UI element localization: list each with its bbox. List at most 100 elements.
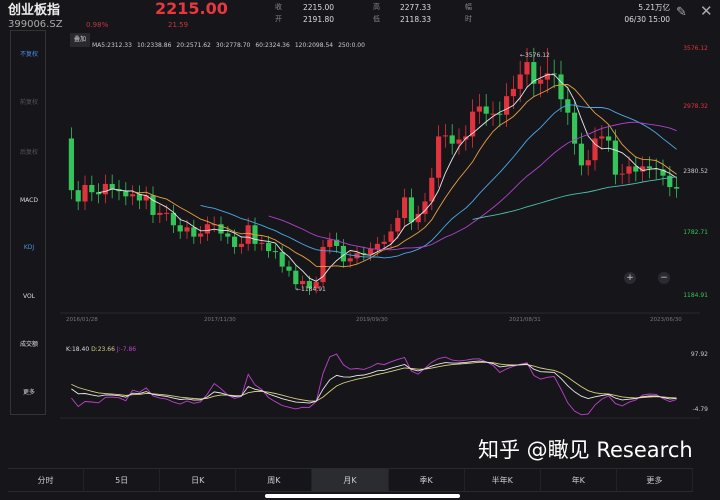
quote-value: 5.21万亿 [638, 3, 670, 12]
candle-body [606, 136, 612, 141]
candle-body [82, 184, 88, 202]
ma-legend-item: 10:2338.86 [136, 42, 172, 49]
candle-body [381, 241, 387, 244]
watermark: 知乎 @瞰见 Research [478, 438, 693, 462]
sidebar-item[interactable]: 更多 [22, 389, 35, 396]
quote-label: 时 [465, 15, 472, 23]
indicator-sidebar: 不复权前复权后复权 MACD KDJ VOL 成交额更多 [10, 30, 46, 415]
candle-body [551, 73, 557, 75]
candle-body [279, 252, 285, 267]
candle-body [225, 233, 231, 237]
candle-body [599, 136, 605, 139]
tab-8[interactable]: 更多 [617, 469, 693, 491]
candle-body [619, 173, 625, 175]
candle-body [585, 160, 591, 166]
date-label: 2017/11/30 [204, 317, 236, 323]
candle-body [640, 166, 646, 172]
home-indicator[interactable] [265, 494, 460, 498]
sidebar-item[interactable]: MACD [20, 197, 38, 204]
candle-body [96, 192, 102, 195]
candle-body [558, 74, 564, 100]
candle-body [68, 138, 74, 191]
ma-legend-item: 250:0.00 [338, 42, 365, 49]
candle-body [143, 195, 149, 201]
candle-body [286, 266, 292, 271]
candle-body [429, 177, 435, 202]
candle-body [266, 242, 272, 252]
sidebar-item[interactable]: 前复权 [19, 99, 38, 106]
index-code: 399006.SZ [8, 19, 63, 30]
candle-body [347, 258, 353, 262]
ma-legend-item: 20:2571.62 [176, 42, 211, 49]
candle-body [313, 282, 319, 289]
tab-0[interactable]: 分时 [8, 469, 85, 491]
candle-body [470, 111, 476, 137]
zoom-in-button[interactable]: + [624, 272, 636, 284]
price-label-min: 1184.91 [683, 292, 708, 299]
candle-body [456, 139, 462, 144]
candle-body [361, 253, 367, 255]
candle-body [177, 225, 183, 232]
candle-body [442, 135, 448, 137]
tab-4[interactable]: 月K [312, 469, 389, 491]
candle-body [592, 138, 598, 161]
candle-body [198, 233, 204, 237]
tab-3[interactable]: 周K [236, 469, 313, 491]
quote-label: 低 [373, 15, 380, 23]
sidebar-item[interactable]: KDJ [23, 244, 35, 251]
ma-legend-item: MA5:2312.33 [92, 42, 132, 49]
candle-body [483, 106, 489, 114]
sidebar-item[interactable]: 成交额 [19, 341, 38, 348]
candle-body [436, 136, 442, 178]
kdj-legend: K:18.40 D:23.66 J:-7.86 [66, 346, 136, 353]
sidebar-item[interactable]: VOL [22, 293, 36, 300]
candle-body [272, 251, 278, 253]
date-label: 2021/08/31 [509, 317, 541, 323]
quote-value: 2118.33 [400, 15, 432, 24]
candle-body [388, 231, 394, 242]
candle-body [408, 197, 414, 223]
candle-body [334, 239, 340, 246]
zoom-out-button[interactable]: − [658, 272, 670, 284]
candle-body [102, 183, 108, 195]
kdj-j-line [71, 353, 677, 416]
tab-7[interactable]: 年K [541, 469, 617, 491]
candle-body [504, 96, 510, 115]
candle-body [476, 106, 482, 112]
tab-1[interactable]: 5日 [84, 469, 161, 491]
date-label: 2023/06/30 [650, 317, 682, 323]
candle-body [130, 194, 136, 197]
candle-body [368, 249, 374, 255]
candle-body [232, 236, 238, 247]
price-label: 2380.52 [683, 168, 708, 175]
sidebar-item[interactable]: 后复权 [19, 149, 38, 156]
tab-2[interactable]: 日K [160, 469, 237, 491]
ma20-line [200, 104, 677, 259]
candle-body [170, 212, 176, 226]
overlay-button[interactable]: 叠加 [70, 33, 90, 47]
close-icon[interactable]: ✕ [700, 2, 713, 20]
candle-body [538, 79, 544, 84]
candle-body [191, 227, 197, 237]
candle-body [109, 183, 115, 190]
candle-body [402, 197, 408, 219]
tab-5[interactable]: 季K [389, 469, 465, 491]
date-label: 2016/01/28 [66, 317, 98, 323]
candle-body [320, 246, 326, 283]
ma-legend-item: 60:2324.36 [255, 42, 290, 49]
candle-body [660, 169, 666, 176]
candle-body [510, 88, 516, 97]
quote-value: 2277.33 [400, 3, 432, 12]
candle-body [633, 166, 639, 172]
ma-legend-item: 120:2098.54 [294, 42, 334, 49]
candle-body [136, 194, 142, 201]
pencil-icon[interactable]: ✎ [676, 5, 687, 20]
index-name: 创业板指 [8, 3, 61, 18]
candle-body [653, 168, 659, 170]
quote-value: 06/30 15:00 [624, 15, 670, 24]
tab-6[interactable]: 半年K [465, 469, 541, 491]
quote-label: 幅 [465, 3, 472, 11]
sidebar-item[interactable]: 不复权 [19, 51, 38, 58]
candle-body [306, 281, 312, 289]
